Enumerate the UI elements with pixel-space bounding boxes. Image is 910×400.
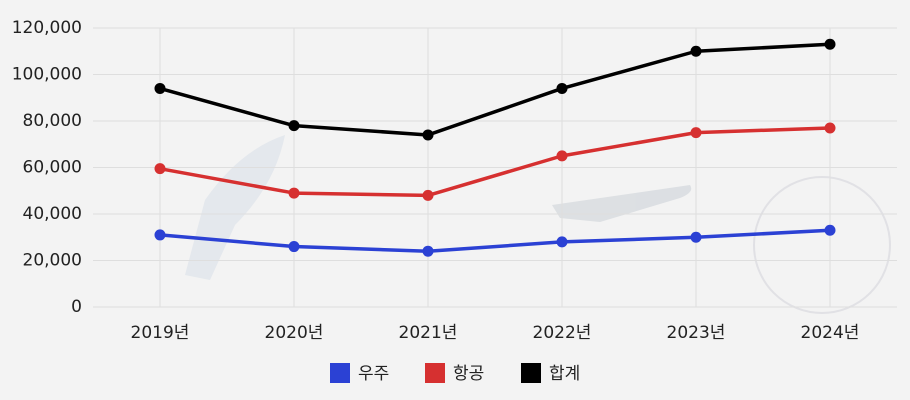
point — [556, 236, 568, 248]
legend-label: 우주 — [358, 364, 389, 384]
point — [824, 224, 836, 236]
rocket-icon — [185, 135, 285, 280]
x-tick-label: 2023년 — [667, 323, 726, 343]
x-tick-label: 2019년 — [131, 323, 190, 343]
point — [556, 150, 568, 162]
point — [288, 187, 300, 199]
point — [422, 245, 434, 257]
legend-swatch — [425, 363, 445, 383]
globe-icon — [753, 176, 891, 314]
point — [824, 38, 836, 50]
point — [422, 189, 434, 201]
y-tick-label: 0 — [71, 297, 82, 317]
point — [288, 120, 300, 132]
point — [422, 129, 434, 141]
y-tick-label: 40,000 — [23, 204, 82, 224]
decoration — [185, 135, 891, 314]
y-tick-label: 20,000 — [23, 251, 82, 271]
x-tick-label: 2021년 — [399, 323, 458, 343]
line — [159, 42, 831, 137]
legend-swatch — [330, 363, 350, 383]
point — [690, 45, 702, 57]
point — [690, 231, 702, 243]
point — [154, 163, 166, 175]
line — [159, 228, 831, 253]
point — [824, 122, 836, 134]
legend-label: 합계 — [549, 364, 580, 384]
point — [154, 82, 166, 94]
y-tick-label: 60,000 — [23, 158, 82, 178]
legend-label: 항공 — [453, 364, 484, 384]
x-tick-label: 2022년 — [533, 323, 592, 343]
y-tick-label: 80,000 — [23, 111, 82, 131]
point — [154, 229, 166, 241]
point — [690, 127, 702, 139]
legend-swatch — [521, 363, 541, 383]
y-tick-label: 120,000 — [12, 18, 82, 38]
point — [288, 241, 300, 253]
x-tick-label: 2024년 — [801, 323, 860, 343]
line — [159, 126, 831, 198]
plane-icon — [552, 185, 692, 222]
point — [556, 82, 568, 94]
y-tick-label: 100,000 — [12, 65, 82, 85]
x-tick-label: 2020년 — [265, 323, 324, 343]
